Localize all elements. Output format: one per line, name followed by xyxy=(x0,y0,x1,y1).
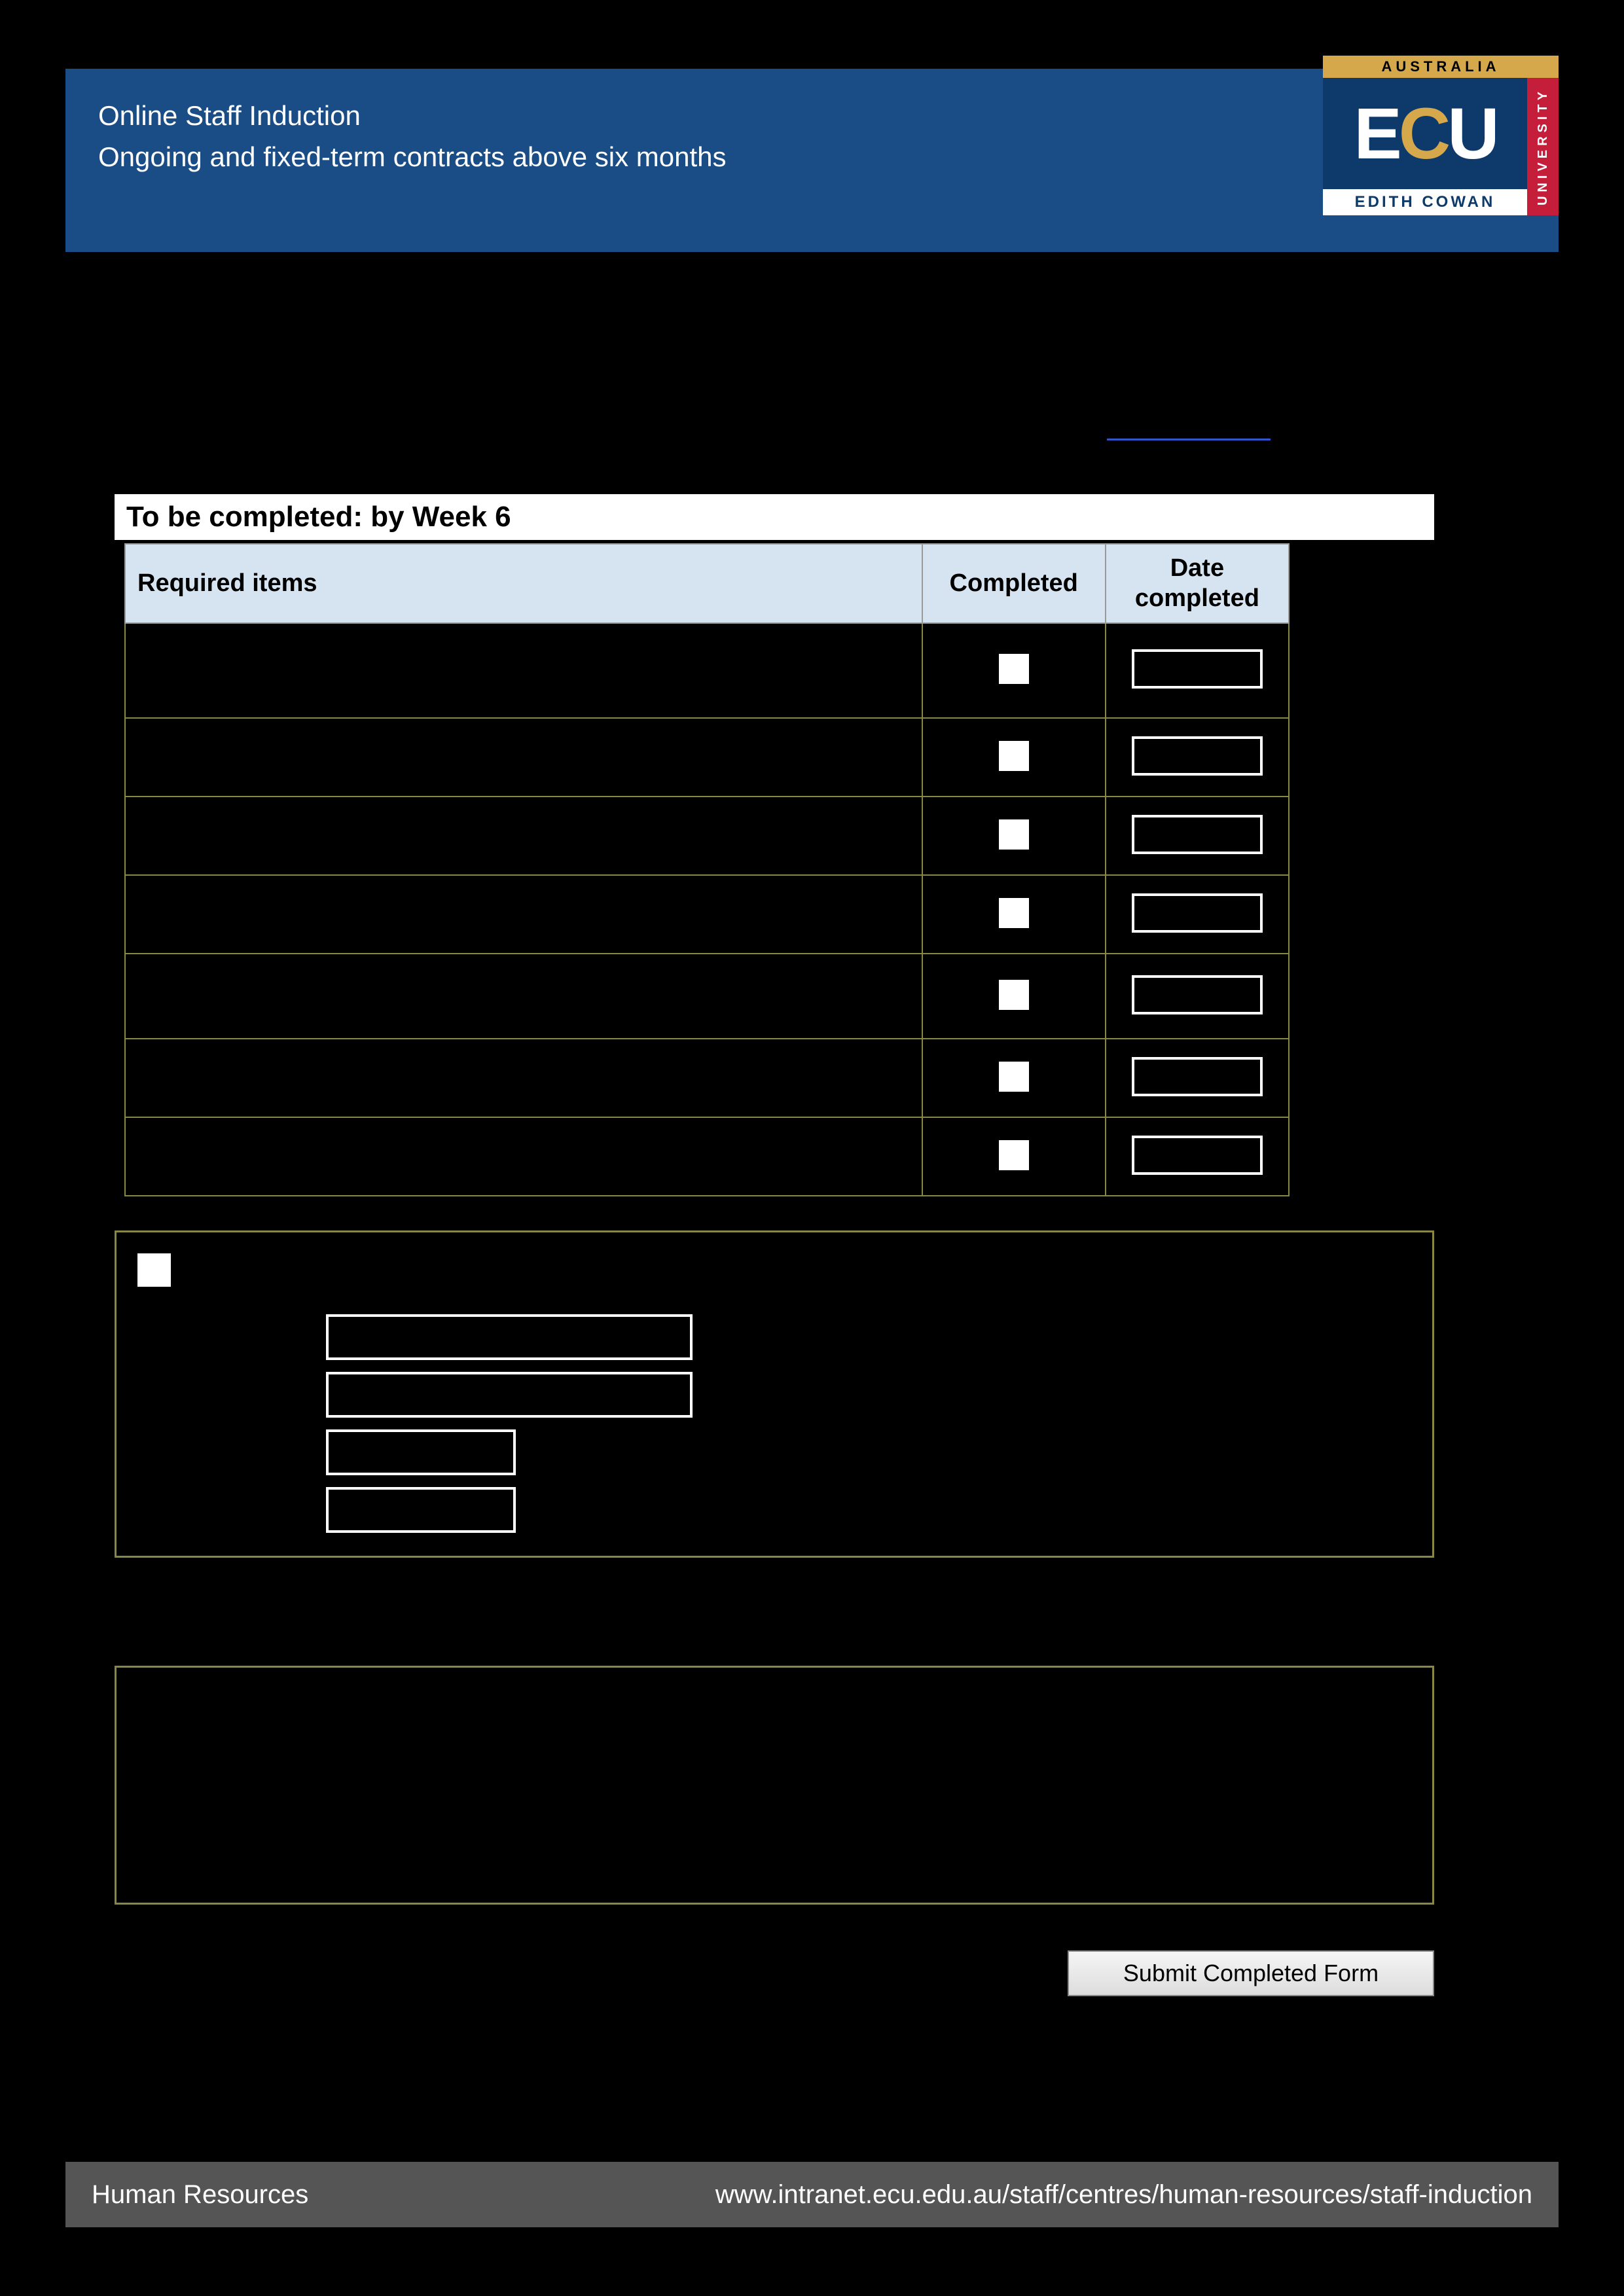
date-completed-field[interactable] xyxy=(1132,1136,1263,1175)
logo-side-stripe: UNIVERSITY xyxy=(1527,78,1559,215)
header-title-line1: Online Staff Induction xyxy=(98,95,726,136)
completed-checkbox[interactable] xyxy=(998,818,1030,851)
date-completed-field[interactable] xyxy=(1132,649,1263,689)
column-date-completed: Date completed xyxy=(1106,544,1289,623)
declaration-checkbox[interactable] xyxy=(136,1252,172,1288)
required-item-cell xyxy=(125,1039,922,1117)
table-row xyxy=(125,797,1289,875)
date-completed-cell xyxy=(1106,1039,1289,1117)
completed-cell xyxy=(922,1039,1106,1117)
ecu-logo: AUSTRALIA ECU EDITH COWAN UNIVERSITY xyxy=(1323,56,1559,239)
header-title-line2: Ongoing and fixed-term contracts above s… xyxy=(98,136,726,177)
table-row xyxy=(125,875,1289,954)
date-completed-cell xyxy=(1106,797,1289,875)
logo-university-label: UNIVERSITY xyxy=(1536,88,1551,206)
table-row xyxy=(125,623,1289,718)
logo-letters: ECU xyxy=(1323,78,1527,189)
date-completed-field[interactable] xyxy=(1132,975,1263,1014)
logo-edith-cowan-label: EDITH COWAN xyxy=(1323,189,1527,215)
submit-button-label: Submit Completed Form xyxy=(1123,1960,1379,1987)
completed-checkbox[interactable] xyxy=(998,653,1030,685)
table-row xyxy=(125,954,1289,1039)
comments-box[interactable] xyxy=(115,1666,1434,1905)
required-item-cell xyxy=(125,954,922,1039)
required-item-cell xyxy=(125,1117,922,1196)
completed-cell xyxy=(922,1117,1106,1196)
declaration-field-4[interactable] xyxy=(326,1487,516,1533)
date-completed-field[interactable] xyxy=(1132,1057,1263,1096)
completed-checkbox[interactable] xyxy=(998,978,1030,1011)
completed-cell xyxy=(922,623,1106,718)
date-completed-cell xyxy=(1106,875,1289,954)
completed-cell xyxy=(922,875,1106,954)
column-required-items: Required items xyxy=(125,544,922,623)
header-text: Online Staff Induction Ongoing and fixed… xyxy=(98,95,726,177)
submit-button[interactable]: Submit Completed Form xyxy=(1068,1950,1434,1996)
completed-checkbox[interactable] xyxy=(998,740,1030,772)
footer-right: www.intranet.ecu.edu.au/staff/centres/hu… xyxy=(715,2180,1532,2210)
date-completed-cell xyxy=(1106,718,1289,797)
completed-cell xyxy=(922,718,1106,797)
table-header-row: Required items Completed Date completed xyxy=(125,544,1289,623)
logo-letter-c: C xyxy=(1399,92,1447,175)
completed-cell xyxy=(922,954,1106,1039)
declaration-fields xyxy=(326,1314,1413,1533)
footer-bar: Human Resources www.intranet.ecu.edu.au/… xyxy=(65,2162,1559,2227)
logo-ecu-block: ECU EDITH COWAN xyxy=(1323,78,1527,215)
completed-cell xyxy=(922,797,1106,875)
date-completed-field[interactable] xyxy=(1132,893,1263,933)
completed-checkbox[interactable] xyxy=(998,897,1030,929)
date-completed-cell xyxy=(1106,954,1289,1039)
table-row xyxy=(125,718,1289,797)
date-completed-cell xyxy=(1106,623,1289,718)
table-row xyxy=(125,1117,1289,1196)
required-item-cell xyxy=(125,718,922,797)
declaration-field-2[interactable] xyxy=(326,1372,693,1418)
hyperlink-underline[interactable] xyxy=(1107,439,1271,440)
logo-australia-label: AUSTRALIA xyxy=(1323,56,1559,78)
required-item-cell xyxy=(125,875,922,954)
declaration-box xyxy=(115,1230,1434,1558)
table-row xyxy=(125,1039,1289,1117)
footer-left: Human Resources xyxy=(92,2180,308,2210)
declaration-field-3[interactable] xyxy=(326,1429,516,1475)
column-completed: Completed xyxy=(922,544,1106,623)
required-item-cell xyxy=(125,797,922,875)
completed-checkbox[interactable] xyxy=(998,1139,1030,1172)
checklist-table: Required items Completed Date completed xyxy=(124,543,1290,1196)
logo-letter-u: U xyxy=(1447,92,1496,175)
date-completed-field[interactable] xyxy=(1132,815,1263,854)
required-item-cell xyxy=(125,623,922,718)
date-completed-field[interactable] xyxy=(1132,736,1263,776)
logo-letter-e: E xyxy=(1354,92,1398,175)
date-completed-cell xyxy=(1106,1117,1289,1196)
completed-checkbox[interactable] xyxy=(998,1060,1030,1093)
section-heading: To be completed: by Week 6 xyxy=(115,494,1434,540)
declaration-field-1[interactable] xyxy=(326,1314,693,1360)
logo-main: ECU EDITH COWAN UNIVERSITY xyxy=(1323,78,1559,215)
